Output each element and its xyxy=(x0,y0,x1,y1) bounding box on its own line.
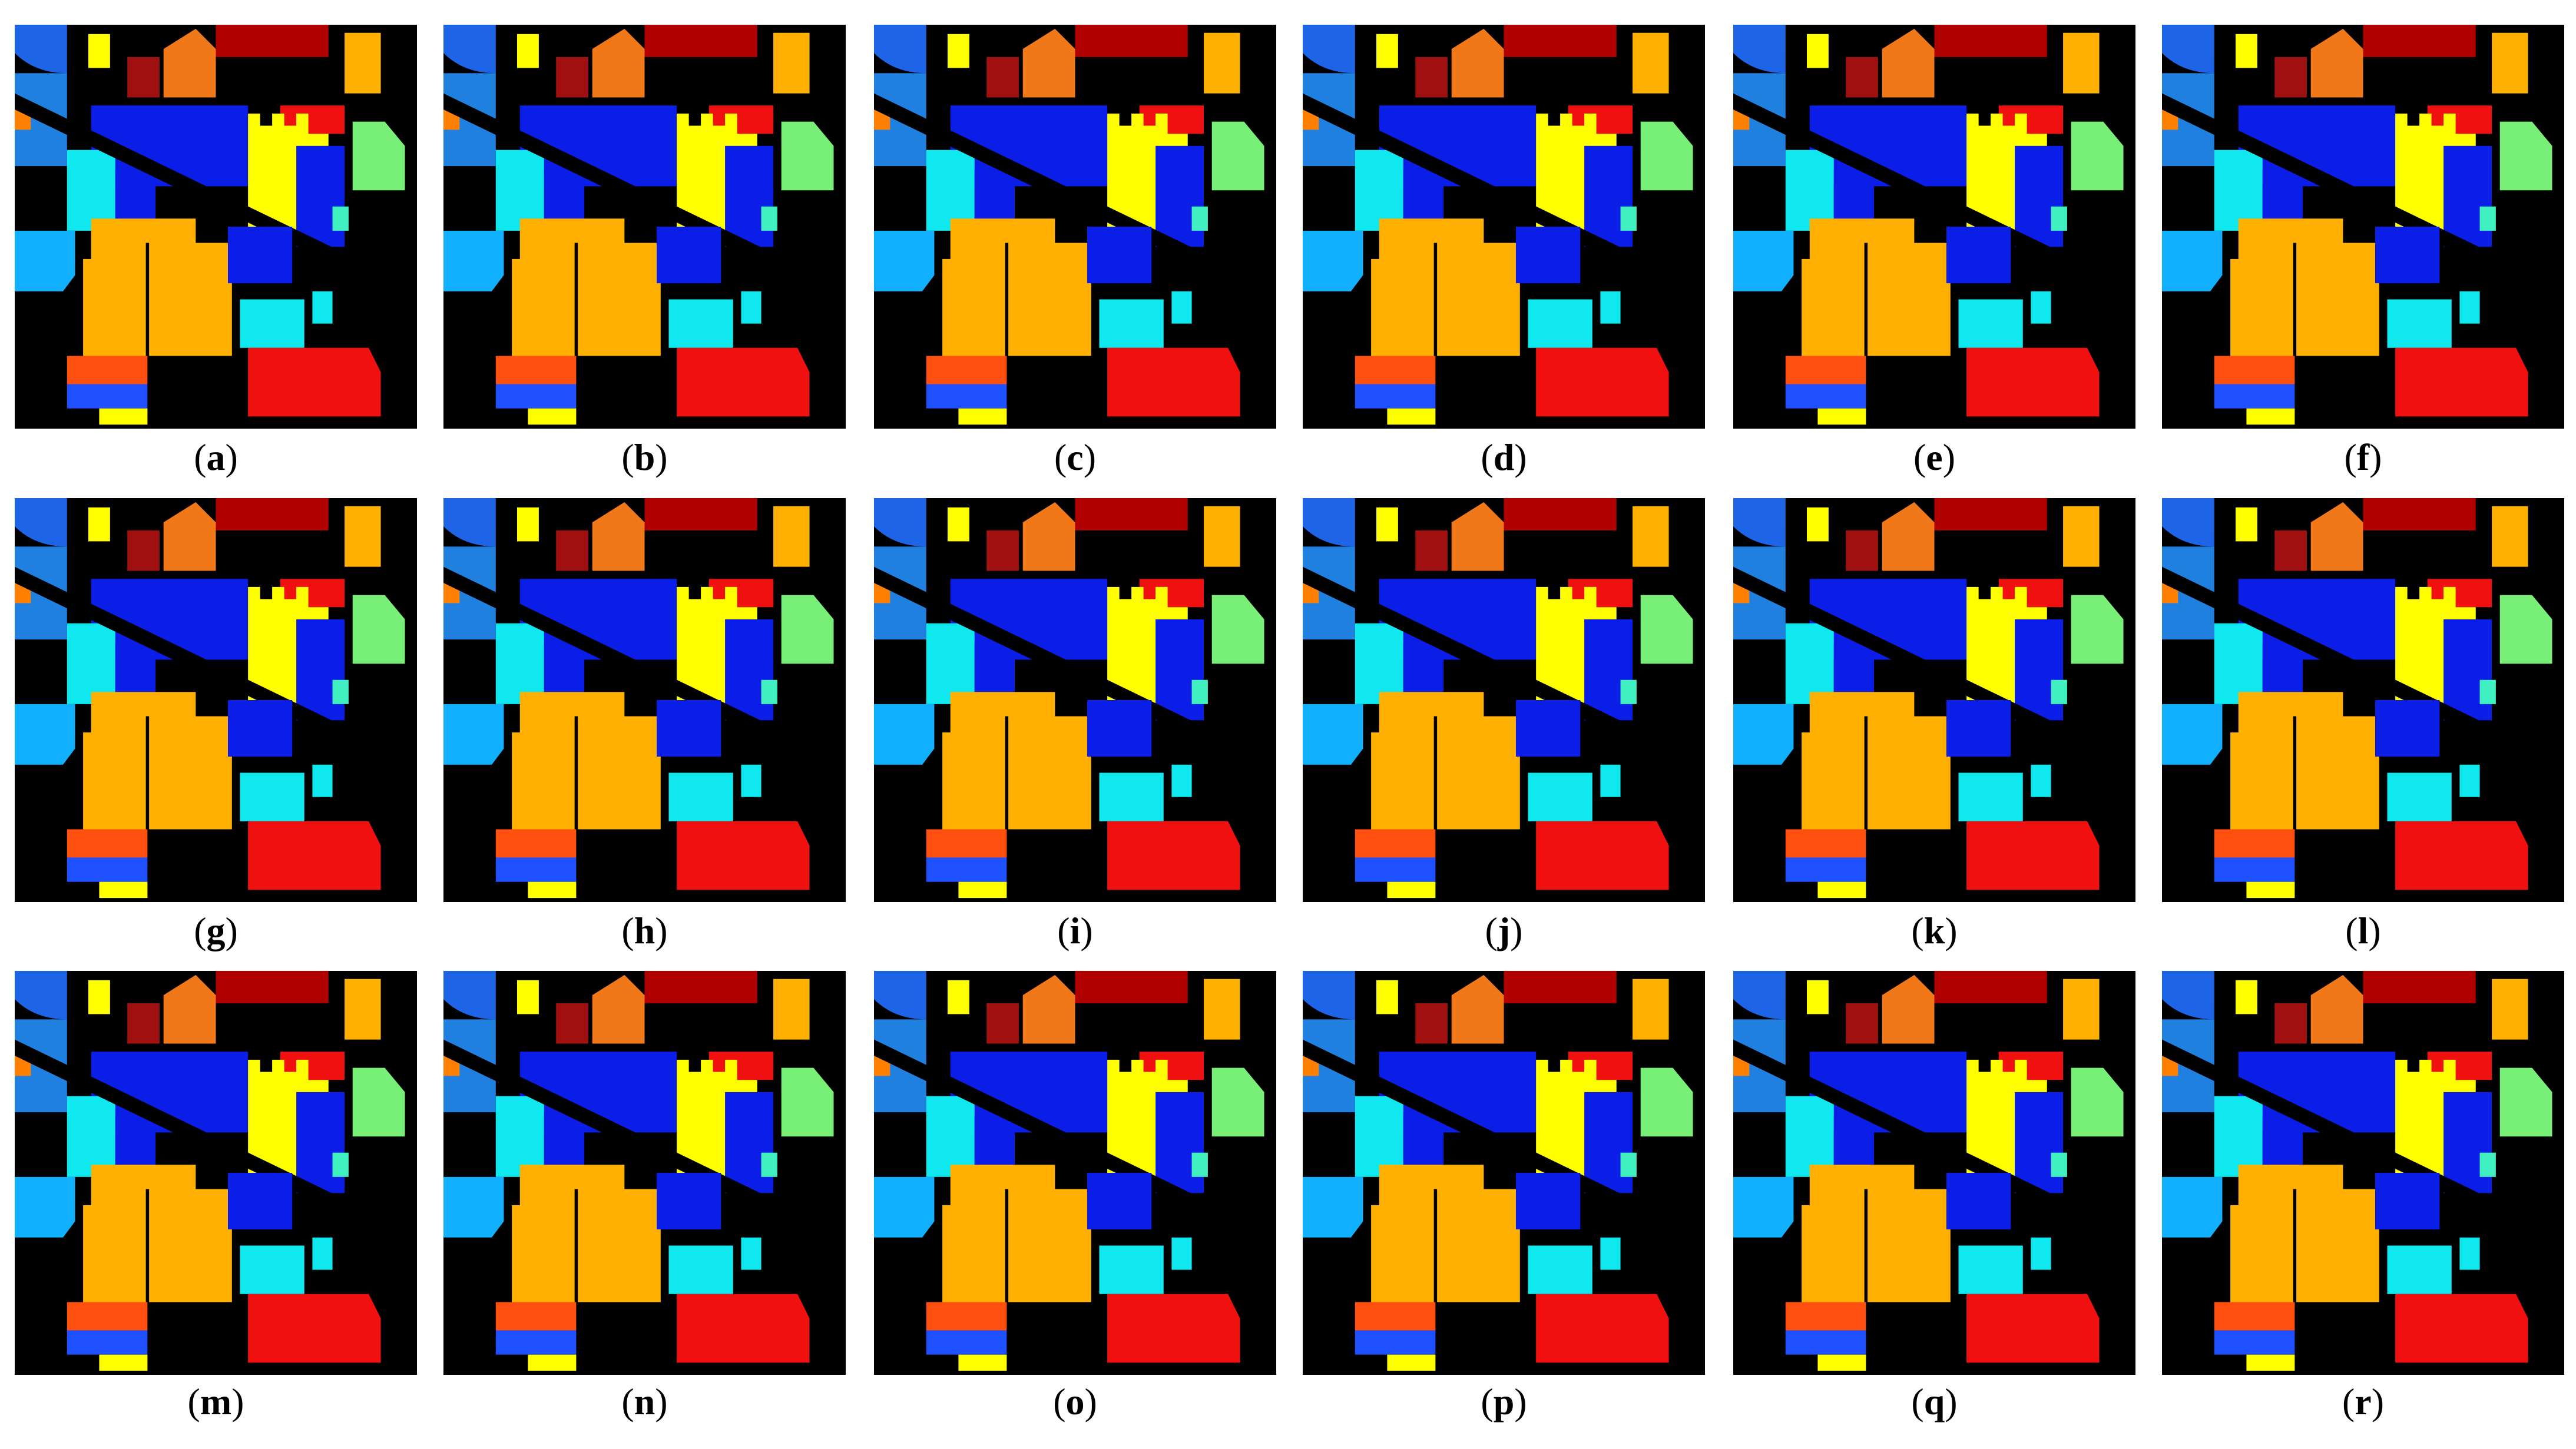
panel-label: (b) xyxy=(621,436,667,478)
classification-map xyxy=(874,25,1276,429)
classification-map xyxy=(1303,25,1705,429)
classification-map xyxy=(1303,971,1705,1375)
classification-map xyxy=(874,971,1276,1375)
classification-map xyxy=(2162,25,2564,429)
classification-map xyxy=(2162,971,2564,1375)
classification-map xyxy=(15,498,417,902)
panel-label: (r) xyxy=(2342,1381,2384,1423)
classification-map xyxy=(15,25,417,429)
panel-label: (j) xyxy=(1485,910,1523,951)
classification-map xyxy=(1733,25,2135,429)
panel-label: (o) xyxy=(1053,1381,1097,1423)
panel-label: (c) xyxy=(1054,436,1096,478)
panel-label: (h) xyxy=(621,910,667,951)
panel-label: (m) xyxy=(188,1381,244,1423)
classification-map xyxy=(874,498,1276,902)
panel-label: (p) xyxy=(1481,1381,1527,1423)
classification-map xyxy=(1733,498,2135,902)
panel-label: (e) xyxy=(1913,436,1955,478)
panel-label: (q) xyxy=(1911,1381,1957,1423)
classification-map xyxy=(1303,498,1705,902)
panel-label: (a) xyxy=(194,436,238,478)
panel-label: (k) xyxy=(1911,910,1957,951)
panel-label: (l) xyxy=(2345,910,2380,951)
panel-label: (i) xyxy=(1057,910,1092,951)
panel-label: (f) xyxy=(2345,436,2382,478)
classification-map xyxy=(1733,971,2135,1375)
panel-label: (d) xyxy=(1481,436,1527,478)
panel-label: (g) xyxy=(194,910,238,951)
panel-label: (n) xyxy=(621,1381,667,1423)
classification-map xyxy=(15,971,417,1375)
classification-map xyxy=(443,971,846,1375)
classification-map xyxy=(443,498,846,902)
classification-map xyxy=(2162,498,2564,902)
classification-map xyxy=(443,25,846,429)
